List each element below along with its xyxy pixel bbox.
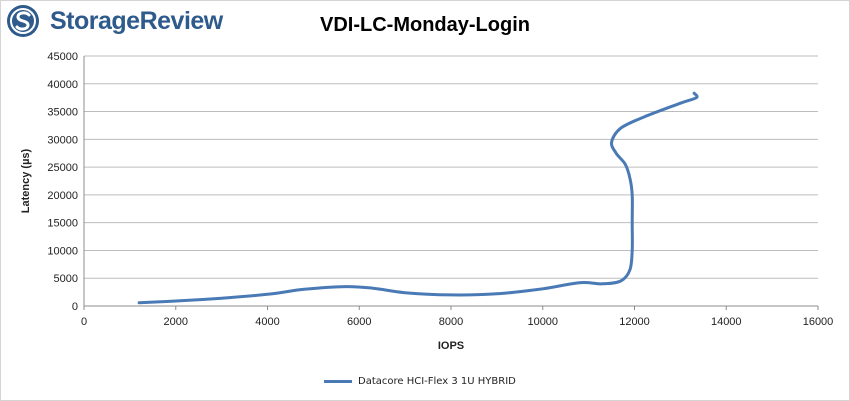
legend-label: Datacore HCI-Flex 3 1U HYBRID: [358, 375, 516, 387]
x-tick-label: 10000: [527, 316, 558, 328]
chart-title: VDI-LC-Monday-Login: [320, 14, 530, 36]
y-tick-label: 30000: [47, 134, 78, 146]
x-tick-label: 16000: [803, 316, 834, 328]
y-axis-title: Latency (µs): [20, 148, 32, 213]
y-tick-label: 15000: [47, 218, 78, 230]
y-tick-label: 20000: [47, 190, 78, 202]
storagereview-logo-icon: [7, 5, 39, 37]
x-tick-label: 6000: [347, 316, 371, 328]
logo-text: StorageReview: [50, 7, 223, 35]
x-tick-label: 14000: [711, 316, 742, 328]
y-tick-label: 10000: [47, 245, 78, 257]
x-tick-label: 4000: [255, 316, 279, 328]
x-tick-label: 8000: [439, 316, 463, 328]
legend: Datacore HCI-Flex 3 1U HYBRID: [324, 374, 516, 388]
y-tick-label: 40000: [47, 79, 78, 91]
legend-swatch: [324, 379, 352, 383]
x-axis-title: IOPS: [438, 340, 464, 352]
x-tick-label: 0: [81, 316, 87, 328]
y-tick-label: 45000: [47, 51, 78, 63]
storagereview-logo: StorageReview: [4, 3, 244, 39]
y-tick-label: 5000: [54, 273, 78, 285]
y-tick-label: 25000: [47, 162, 78, 174]
x-tick-label: 12000: [619, 316, 650, 328]
y-tick-label: 0: [72, 301, 78, 313]
series-line: [137, 91, 699, 305]
y-tick-label: 35000: [47, 107, 78, 119]
x-tick-label: 2000: [164, 316, 188, 328]
